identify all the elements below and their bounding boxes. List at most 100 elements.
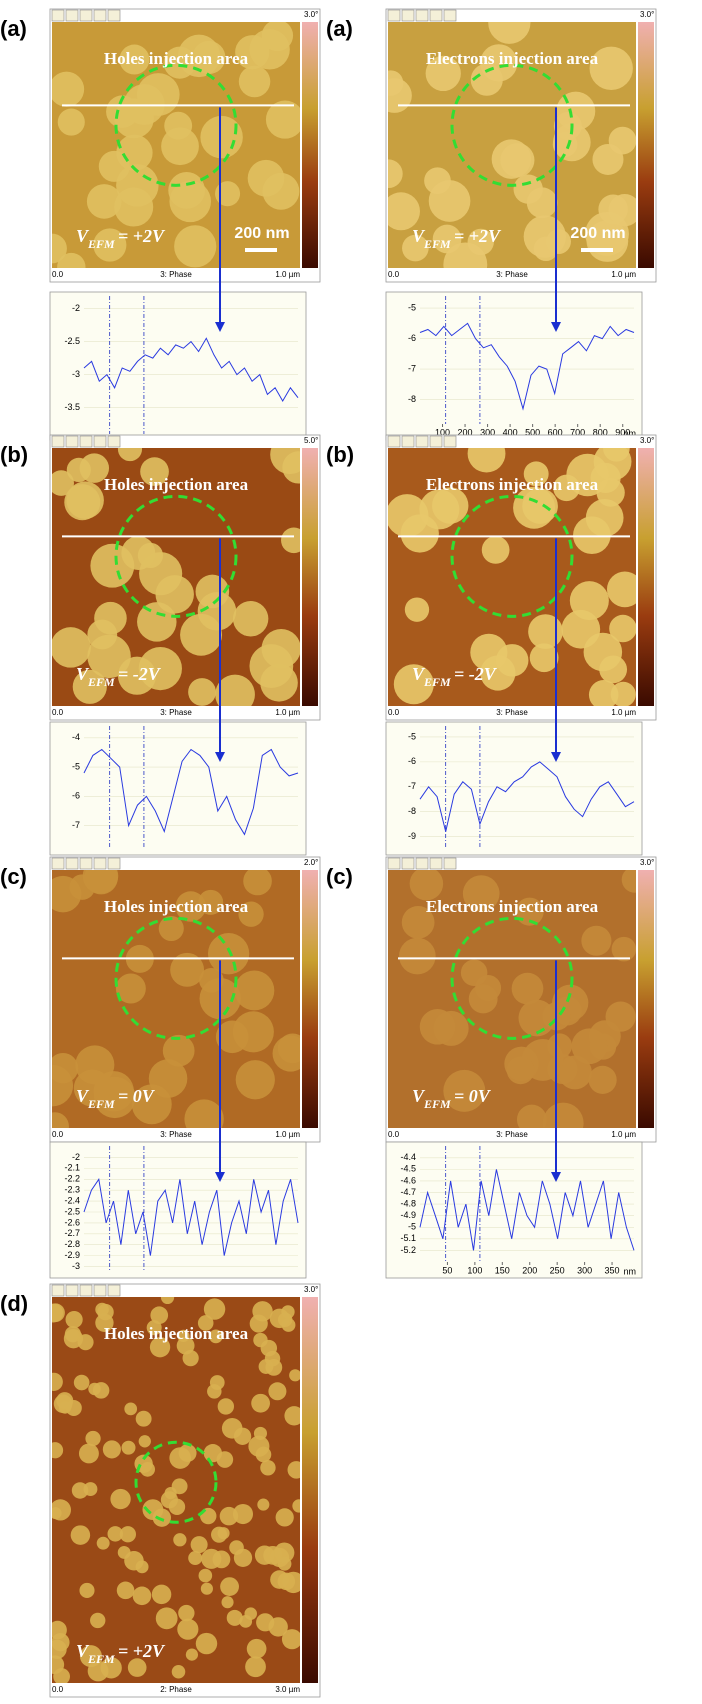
grain <box>467 448 506 473</box>
y-tick-label: -6 <box>408 333 416 343</box>
voltage-value: = 0V <box>454 1086 492 1106</box>
y-tick-label: -2.1 <box>64 1163 80 1173</box>
toolbar-icon <box>79 435 93 448</box>
toolbar-icon <box>107 1284 121 1297</box>
grain <box>245 1656 266 1678</box>
y-tick-label: -7 <box>408 363 416 373</box>
toolbar-icon <box>443 435 457 448</box>
x-tick-label: 100 <box>467 1265 482 1275</box>
grain <box>140 1461 155 1477</box>
grain <box>282 451 300 484</box>
y-tick-label: -4.8 <box>400 1198 416 1208</box>
strip-center: 3: Phase <box>160 1130 192 1139</box>
profile-frame <box>49 721 307 856</box>
grain <box>481 536 510 564</box>
grain <box>188 1551 203 1566</box>
toolbar-icon <box>51 435 65 448</box>
toolbar-icon <box>51 857 65 870</box>
grain <box>158 915 184 942</box>
toolbar-icon <box>401 9 415 22</box>
x-tick-label: 350 <box>605 1265 620 1275</box>
profile-trace <box>419 1169 635 1251</box>
colorbar-max: 2.0° <box>304 858 318 867</box>
grain <box>232 1011 274 1053</box>
grain <box>424 167 451 195</box>
strip-right: 1.0 µm <box>611 708 636 717</box>
grain <box>573 516 611 555</box>
grain <box>495 644 529 677</box>
x-tick-label: 200 <box>458 427 473 437</box>
grain <box>522 488 558 524</box>
grain <box>117 448 143 462</box>
toolbar-icon <box>93 9 107 22</box>
grain <box>70 1525 91 1545</box>
grain <box>195 1632 218 1655</box>
grain <box>523 461 549 487</box>
grain <box>249 1314 268 1333</box>
grain <box>72 669 107 704</box>
grain <box>169 180 212 223</box>
x-unit: nm <box>623 1266 636 1276</box>
voltage-subscript: EFM <box>423 1097 451 1111</box>
grain <box>170 952 205 987</box>
grain <box>94 601 127 635</box>
grain <box>238 901 264 927</box>
grain <box>558 1055 592 1090</box>
grain <box>52 1372 63 1391</box>
profile-frame <box>385 1141 643 1279</box>
grain <box>162 1034 195 1067</box>
grain <box>132 1586 152 1606</box>
strip-right: 3.0 µm <box>275 1685 300 1694</box>
strip-center: 2: Phase <box>160 1685 192 1694</box>
grain <box>110 1488 131 1510</box>
scale-bar-label: 200 nm <box>234 225 289 242</box>
grain <box>171 1664 186 1679</box>
strip-left: 0.0 <box>388 1130 400 1139</box>
grain <box>432 487 469 524</box>
grain <box>388 159 403 189</box>
grain <box>173 1533 187 1547</box>
injection-area <box>450 494 574 618</box>
grain <box>171 1478 188 1495</box>
grain <box>211 1526 228 1543</box>
grain <box>268 1382 287 1401</box>
grain <box>217 1398 235 1415</box>
grain <box>86 184 122 219</box>
panel-label: (b) <box>326 442 354 467</box>
annotation: Electrons injection area <box>426 49 599 68</box>
voltage-symbol: V <box>412 1086 426 1106</box>
colorbar <box>302 448 318 706</box>
scale-bar <box>581 248 613 252</box>
grain <box>119 44 150 75</box>
y-tick-label: -3 <box>72 1261 80 1271</box>
grain <box>249 29 290 70</box>
grain <box>516 1104 547 1128</box>
grain <box>203 1298 226 1320</box>
x-tick-label: 600 <box>548 427 563 437</box>
toolbar-icon <box>79 857 93 870</box>
panel-label: (d) <box>0 1291 28 1316</box>
injection-area <box>134 1440 218 1524</box>
grain <box>197 591 237 631</box>
grain <box>151 1584 172 1605</box>
y-tick-label: -6 <box>72 791 80 801</box>
toolbar-icon <box>401 435 415 448</box>
grain <box>57 108 85 136</box>
grain <box>127 1658 147 1677</box>
strip-left: 0.0 <box>388 270 400 279</box>
grain <box>82 870 119 894</box>
grain <box>160 1491 178 1509</box>
voltage-subscript: EFM <box>423 237 451 251</box>
y-tick-label: -2 <box>72 303 80 313</box>
grain <box>216 1451 234 1468</box>
voltage-value: = -2V <box>454 664 498 684</box>
afm-image <box>52 1297 300 1683</box>
grain <box>174 225 217 268</box>
strip-right: 1.0 µm <box>275 708 300 717</box>
y-tick-label: -5.1 <box>400 1233 416 1243</box>
strip-center: 3: Phase <box>496 270 528 279</box>
y-tick-label: -2 <box>72 1152 80 1162</box>
grain <box>121 1440 136 1455</box>
grain <box>52 1303 65 1323</box>
strip-right: 1.0 µm <box>275 1130 300 1139</box>
